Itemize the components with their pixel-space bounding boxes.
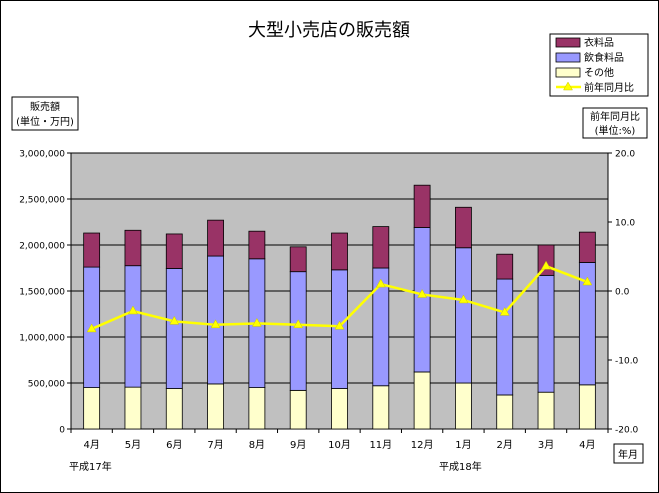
bar-food [496,278,514,396]
y2-tick-label: 20.0 [615,150,635,160]
y-tick-label: 2,000,000 [19,242,65,252]
bar-clothing [372,226,390,269]
bar-other [496,394,514,430]
y2-tick-label: 0.0 [615,288,630,298]
x-tick-label: 10月 [328,439,351,451]
yoy-point [86,323,97,333]
x-tick-label: 1月 [455,439,471,451]
yoy-point [128,305,138,315]
x-tick-label: 11月 [369,439,392,451]
x-tick-label: 9月 [290,439,306,451]
legend-swatch [555,67,581,78]
era-label-h17: 平成17年 [69,460,112,473]
legend-marker [563,81,573,91]
yoy-point [169,315,180,325]
bar-clothing [455,206,472,249]
bar-clothing [289,246,307,273]
bar-food [413,227,431,373]
plot-area: 0 500,000 1,000,000 1,500,000 2,000,000 2,500… [19,150,638,452]
bar-other [165,388,183,430]
y2-tick-label: -20.0 [615,426,639,436]
yoy-point [293,319,304,329]
bar-clothing [331,232,348,271]
legend-label: その他 [584,66,614,79]
yoy-point [210,319,221,329]
bar-clothing [578,231,596,263]
bar-other [124,386,142,430]
x-tick-label: 4月 [579,439,595,451]
y-axis-title-line-1: 販売額 [30,100,60,113]
y2-axis-title-line-1: 前年同月比 [590,110,640,123]
yoy-point [541,260,551,270]
bar-clothing [165,233,183,269]
bar-clothing [124,229,142,267]
bar-other [537,391,555,430]
legend-swatch [555,52,581,63]
yoy-point [499,306,510,316]
bar-other [83,387,101,430]
y2-tick-label: -10.0 [615,357,639,367]
legend-label: 前年同月比 [584,81,634,94]
bar-food [165,268,183,389]
x-tick-label: 5月 [125,439,141,451]
yoy-point [458,294,469,304]
chart-title: 大型小売店の販売額 [248,20,410,41]
y2-axis-title-line-2: (単位:%) [595,124,636,137]
y-tick-label: 1,500,000 [19,288,65,298]
x-axis-title: 年月 [618,448,638,461]
y-tick-label: 0 [59,426,65,436]
bar-other [331,388,348,430]
legend-label: 飲食料品 [584,51,624,64]
y-tick-label: 2,500,000 [19,196,65,206]
yoy-point [375,278,386,288]
x-tick-label: 7月 [207,439,223,451]
bar-other [248,387,266,430]
x-axis-title-box: 年月 [613,443,644,464]
legend-swatch [555,37,581,48]
bar-other [455,382,472,430]
x-tick-label: 8月 [249,439,265,451]
legend-label: 衣料品 [584,36,614,49]
bar-other [578,384,596,430]
yoy-point [417,288,428,298]
era-label-h18: 平成18年 [439,460,482,473]
y-tick-label: 500,000 [28,380,65,390]
yoy-point [251,317,262,327]
x-tick-label: 6月 [166,439,182,451]
x-tick-label: 4月 [83,439,99,451]
x-tick-label: 2月 [497,439,513,451]
bar-food [455,247,472,384]
y2-axis-title-box: 前年同月比 (単位:%) [582,107,648,139]
bar-clothing [207,219,224,257]
bar-food [289,271,307,391]
bar-clothing [248,230,266,260]
y-tick-label: 1,000,000 [19,334,65,344]
bar-food [537,274,555,393]
y-axis-title-box: 販売額 (単位・万円) [11,96,79,131]
y-tick-label: 3,000,000 [19,150,65,160]
bar-other [413,371,431,430]
x-tick-label: 12月 [411,439,434,451]
yoy-point [334,320,345,330]
bar-other [289,389,307,430]
bar-food [124,265,142,388]
y-axis-title-line-2: (単位・万円) [16,115,74,128]
y2-tick-label: 10.0 [615,219,635,229]
bar-clothing [83,232,101,268]
bar-other [207,383,224,430]
bar-clothing [413,184,431,228]
yoy-point [582,276,593,286]
bar-clothing [496,253,514,280]
x-tick-label: 3月 [538,439,554,451]
bar-other [372,385,390,430]
